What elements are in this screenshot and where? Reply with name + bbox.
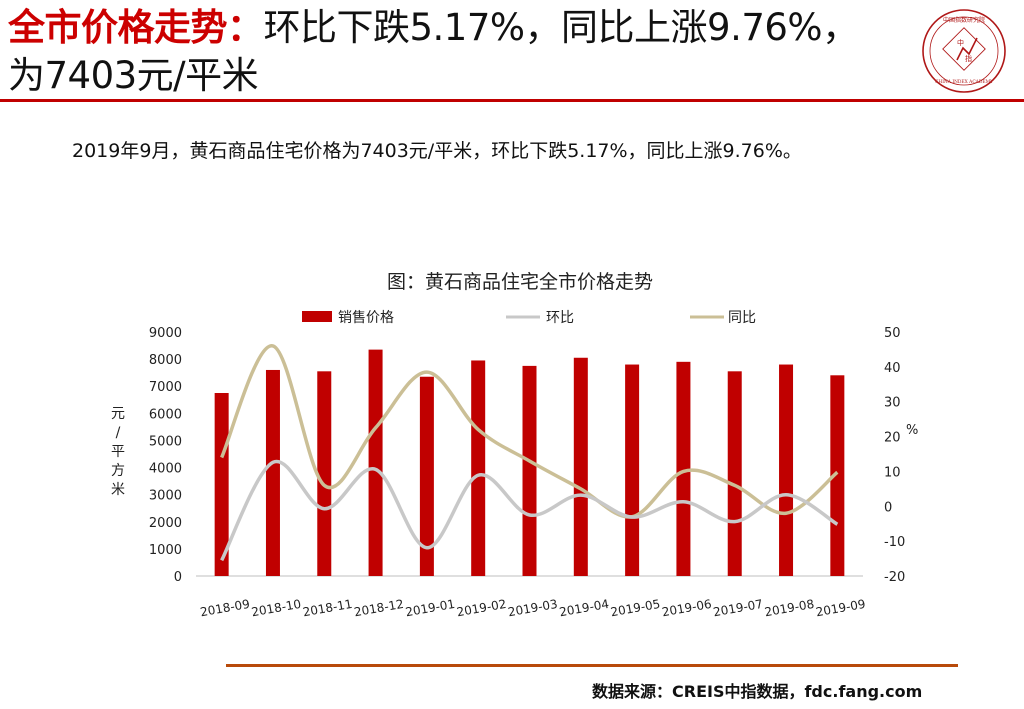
page-title: 全市价格走势：环比下跌5.17%，同比上涨9.76%，为7403元/平米 (8, 4, 888, 100)
legend-label-mom: 环比 (546, 310, 574, 326)
x-axis-tick-label: 2018-12 (353, 597, 405, 619)
left-axis-tick-label: 5000 (149, 434, 182, 449)
data-source-note: 数据来源：CREIS中指数据，fdc.fang.com (592, 682, 923, 701)
left-axis-label: 元/平方米 (111, 406, 125, 498)
x-axis-tick-label: 2019-07 (712, 597, 764, 619)
bar-sales-price (214, 393, 229, 576)
china-index-academy-seal-logo: 中 指 CHINA INDEX ACADEMY 中国指数研究院 (922, 9, 1006, 93)
svg-text:指: 指 (965, 54, 972, 63)
page-title-rest: 环比下跌5.17%，同比上涨9.76%，为7403元/平米 (8, 6, 859, 97)
legend-swatch-price (302, 311, 332, 322)
right-axis-tick-label: 0 (884, 500, 892, 515)
x-axis-tick-label: 2019-06 (661, 597, 713, 619)
bar-sales-price (522, 365, 537, 576)
left-axis-tick-label: 6000 (149, 407, 182, 422)
bar-sales-price (368, 349, 383, 576)
left-axis-tick-label: 9000 (149, 326, 182, 341)
x-axis-tick-label: 2019-03 (507, 597, 559, 619)
bar-sales-price (317, 371, 332, 576)
x-axis-tick-label: 2018-09 (199, 597, 251, 619)
bar-sales-price (779, 364, 794, 576)
bar-sales-price (419, 376, 434, 576)
legend-label-price: 销售价格 (338, 310, 394, 326)
left-axis-tick-label: 3000 (149, 489, 182, 504)
right-axis-tick-label: -10 (884, 535, 905, 550)
bar-sales-price (676, 361, 691, 576)
x-axis-tick-label: 2019-01 (404, 597, 456, 619)
header: 全市价格走势：环比下跌5.17%，同比上涨9.76%，为7403元/平米 中 指… (0, 0, 1024, 104)
x-axis-tick-label: 2019-04 (558, 597, 610, 619)
svg-text:中: 中 (957, 38, 964, 47)
left-axis-tick-label: 0 (174, 570, 182, 585)
x-axis-tick-label: 2019-05 (610, 597, 662, 619)
right-axis-label: % (906, 423, 918, 438)
header-divider (0, 99, 1024, 102)
left-axis-tick-label: 4000 (149, 462, 182, 477)
right-axis-tick-label: 10 (884, 465, 901, 480)
summary-text: 2019年9月，黄石商品住宅价格为7403元/平米，环比下跌5.17%，同比上涨… (72, 140, 802, 162)
page-title-lead: 全市价格走势： (8, 6, 264, 49)
bar-sales-price (573, 357, 588, 576)
svg-text:CHINA INDEX ACADEMY: CHINA INDEX ACADEMY (935, 80, 993, 85)
right-axis-tick-label: 30 (884, 396, 901, 411)
right-axis-tick-label: -20 (884, 570, 905, 585)
x-axis-tick-label: 2019-08 (763, 597, 815, 619)
chart-title: 图：黄石商品住宅全市价格走势 (387, 271, 653, 293)
left-axis-tick-label: 8000 (149, 353, 182, 368)
right-axis-tick-label: 20 (884, 431, 901, 446)
line-yoy (220, 344, 839, 519)
x-axis-tick-label: 2019-02 (456, 597, 508, 619)
bar-sales-price (265, 369, 280, 576)
right-axis-tick-label: 50 (884, 326, 901, 341)
svg-text:中国指数研究院: 中国指数研究院 (943, 16, 985, 24)
left-axis-tick-label: 1000 (149, 543, 182, 558)
x-axis-tick-label: 2019-09 (815, 597, 867, 619)
bar-sales-price (625, 364, 640, 576)
x-axis-tick-label: 2018-10 (250, 597, 302, 619)
right-axis-tick-label: 40 (884, 361, 901, 376)
legend-label-yoy: 同比 (728, 310, 756, 326)
left-axis-tick-label: 2000 (149, 516, 182, 531)
bar-sales-price (471, 360, 486, 576)
left-axis-tick-label: 7000 (149, 380, 182, 395)
bar-sales-price (830, 375, 845, 576)
x-axis-tick-label: 2018-11 (302, 597, 354, 619)
footer-divider (226, 664, 958, 667)
bar-sales-price (727, 371, 742, 576)
line-mom (220, 459, 839, 562)
